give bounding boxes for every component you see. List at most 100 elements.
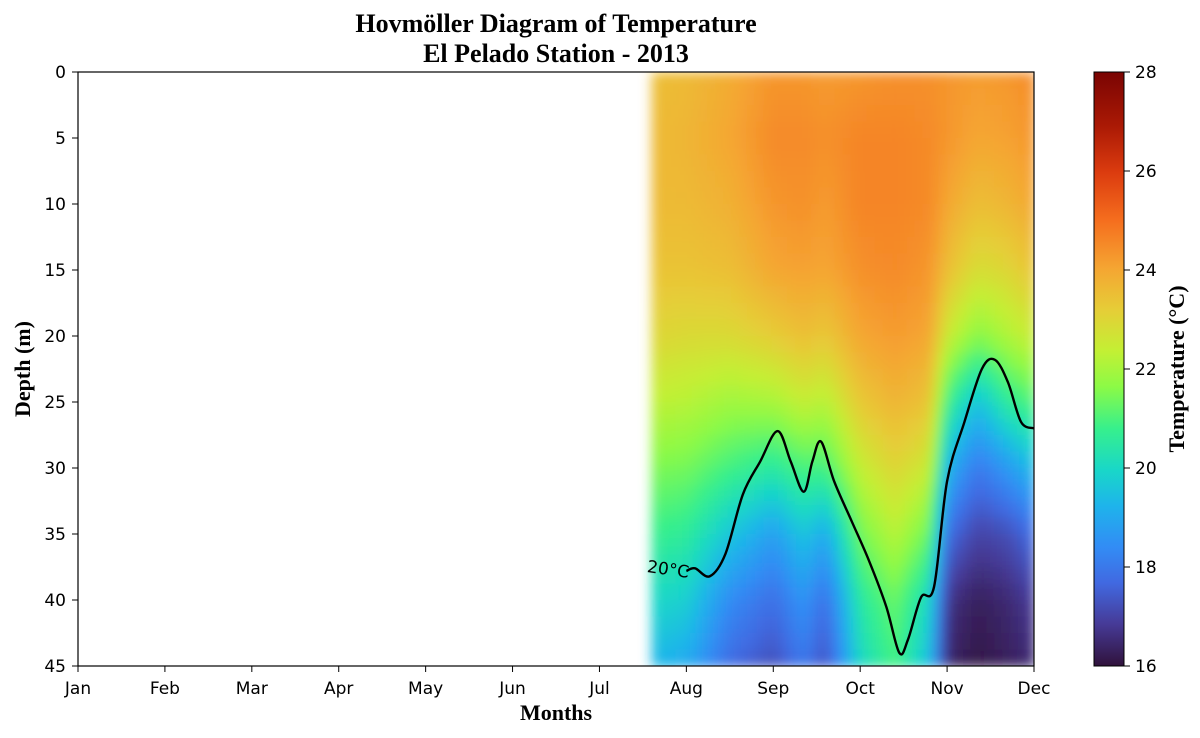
heatmap-cell: [922, 385, 932, 404]
heatmap-cell: [802, 369, 813, 387]
heatmap-cell: [962, 517, 972, 536]
heatmap-cell: [707, 121, 717, 140]
heatmap-cell: [946, 237, 956, 255]
heatmap-cell: [763, 138, 773, 156]
heatmap-cell: [890, 484, 901, 503]
heatmap-cell: [763, 517, 773, 536]
heatmap-cell: [898, 501, 909, 519]
heatmap-cell: [691, 204, 701, 222]
heatmap-cell: [866, 138, 877, 156]
heatmap-cell: [914, 369, 924, 387]
heatmap-cell: [731, 418, 741, 437]
heatmap-cell: [858, 72, 869, 90]
heatmap-cell: [763, 121, 773, 140]
heatmap-cell: [771, 319, 781, 338]
heatmap-cell: [922, 600, 932, 618]
heatmap-cell: [802, 286, 813, 305]
heatmap-cell: [771, 204, 781, 222]
heatmap-cell: [755, 418, 765, 437]
heatmap-cell: [659, 319, 670, 338]
heatmap-cell: [874, 534, 885, 552]
heatmap-cell: [699, 484, 709, 503]
heatmap-cell: [739, 649, 749, 666]
heatmap-cell: [795, 418, 805, 437]
heatmap-cell: [938, 171, 948, 189]
heatmap-cell: [1010, 88, 1020, 107]
heatmap-cell: [691, 484, 701, 503]
heatmap-cell: [779, 171, 789, 189]
heatmap-cell: [787, 649, 797, 666]
heatmap-cell: [779, 649, 789, 666]
heatmap-cell: [818, 336, 829, 354]
heatmap-cell: [787, 220, 797, 239]
heatmap-cell: [779, 270, 789, 288]
heatmap-cell: [723, 501, 733, 519]
heatmap-cell: [723, 270, 733, 288]
heatmap-cell: [914, 154, 924, 173]
heatmap-cell: [826, 72, 837, 90]
heatmap-cell: [675, 600, 685, 618]
heatmap-cell: [1002, 154, 1012, 173]
heatmap-cell: [810, 402, 821, 420]
heatmap-cell: [787, 204, 797, 222]
heatmap-cell: [906, 138, 916, 156]
heatmap-cell: [906, 270, 916, 288]
heatmap-cell: [691, 105, 701, 123]
heatmap-cell: [787, 484, 797, 503]
heatmap-cell: [1002, 237, 1012, 255]
heatmap-cell: [906, 88, 916, 107]
heatmap-cell: [874, 435, 885, 453]
heatmap-cell: [978, 270, 988, 288]
heatmap-cell: [890, 534, 901, 552]
heatmap-cell: [810, 468, 821, 486]
heatmap-cell: [922, 550, 932, 569]
heatmap-cell: [715, 171, 725, 189]
heatmap-cell: [962, 270, 972, 288]
heatmap-cell: [826, 88, 837, 107]
heatmap-cell: [787, 534, 797, 552]
heatmap-cell: [946, 385, 956, 404]
heatmap-cell: [842, 253, 853, 272]
heatmap-cell: [962, 138, 972, 156]
heatmap-cell: [659, 220, 670, 239]
heatmap-cell: [978, 534, 988, 552]
heatmap-cell: [986, 534, 996, 552]
heatmap-cell: [691, 534, 701, 552]
heatmap-cell: [906, 385, 916, 404]
heatmap-cell: [707, 600, 717, 618]
heatmap-cell: [699, 72, 709, 90]
heatmap-cell: [978, 121, 988, 140]
heatmap-cell: [1002, 220, 1012, 239]
heatmap-cell: [795, 286, 805, 305]
heatmap-cell: [731, 501, 741, 519]
heatmap-cell: [874, 237, 885, 255]
heatmap-cell: [1026, 616, 1034, 635]
heatmap-cell: [723, 567, 733, 585]
heatmap-cell: [858, 418, 869, 437]
heatmap-cell: [675, 352, 685, 371]
heatmap-cell: [683, 583, 693, 602]
heatmap-cell: [986, 451, 996, 470]
heatmap-cell: [715, 138, 725, 156]
heatmap-cell: [707, 88, 717, 107]
heatmap-cell: [938, 270, 948, 288]
heatmap-cell: [699, 534, 709, 552]
heatmap-cell: [675, 171, 685, 189]
heatmap-cell: [667, 105, 677, 123]
heatmap-cell: [986, 418, 996, 437]
heatmap-cell: [906, 303, 916, 321]
heatmap-cell: [715, 484, 725, 503]
heatmap-cell: [954, 220, 964, 239]
heatmap-cell: [946, 649, 956, 666]
heatmap-cell: [675, 369, 685, 387]
heatmap-cell: [795, 583, 805, 602]
heatmap-cell: [954, 72, 964, 90]
heatmap-cell: [818, 88, 829, 107]
heatmap-cell: [1026, 402, 1034, 420]
heatmap-cell: [699, 501, 709, 519]
heatmap-cell: [938, 567, 948, 585]
heatmap-cell: [850, 649, 861, 666]
heatmap-cell: [707, 286, 717, 305]
heatmap-cell: [1018, 534, 1028, 552]
heatmap-cell: [906, 105, 916, 123]
